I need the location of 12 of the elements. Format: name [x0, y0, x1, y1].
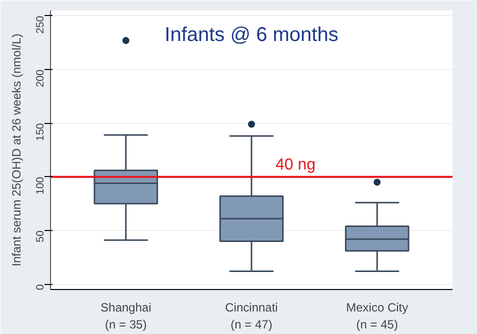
y-axis-title: Infant serum 25(OH)D at 26 weeks (nmol/L)	[10, 34, 24, 266]
x-tick-label: Shanghai (n = 35)	[100, 300, 152, 332]
y-tick-label: 250	[34, 16, 46, 34]
y-tick-label: 0	[34, 284, 46, 290]
y-tick-label: 100	[34, 176, 46, 195]
ref-line-label: 40 ng	[275, 156, 316, 174]
y-tick-label: 150	[34, 123, 46, 141]
y-tick-label: 50	[34, 230, 46, 242]
x-tick-label: Cincinnati (n = 47)	[225, 300, 278, 332]
y-tick-label: 200	[34, 69, 46, 88]
x-tick-label: Mexico City (n = 45)	[346, 300, 408, 332]
text: Infants @ 6 months	[164, 24, 338, 46]
